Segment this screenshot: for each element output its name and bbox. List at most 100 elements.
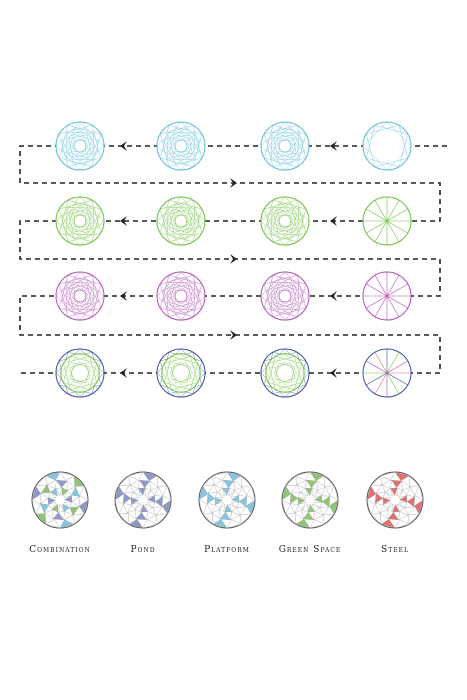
pattern-line bbox=[290, 290, 292, 302]
legend-wedge bbox=[142, 471, 158, 482]
pattern-line bbox=[170, 362, 187, 368]
legend-wedge bbox=[131, 502, 140, 510]
radial-line bbox=[374, 220, 388, 242]
legend-wedge bbox=[66, 480, 76, 491]
legend-wedge bbox=[146, 495, 156, 503]
pattern-line bbox=[173, 213, 184, 219]
legend-wedge bbox=[281, 485, 292, 501]
pattern-line bbox=[167, 295, 181, 310]
pattern-line bbox=[283, 137, 293, 145]
legend-wedge bbox=[223, 479, 235, 489]
pattern-line bbox=[271, 132, 286, 146]
legend-wedge bbox=[382, 491, 392, 499]
pattern-line bbox=[187, 209, 193, 229]
pattern-line bbox=[284, 271, 310, 297]
legend-wedge bbox=[152, 506, 163, 516]
grid-circle-r1-c1 bbox=[55, 121, 105, 171]
pattern-line bbox=[187, 289, 193, 308]
arrow-left-icon bbox=[120, 141, 127, 151]
pattern-line bbox=[271, 295, 285, 310]
legend-wedge bbox=[290, 484, 301, 494]
pattern-line bbox=[160, 124, 194, 135]
radial-line bbox=[374, 295, 388, 317]
pattern-line bbox=[59, 199, 93, 210]
pattern-line bbox=[366, 157, 400, 168]
pattern-line bbox=[159, 208, 170, 242]
legend-wedge bbox=[61, 487, 69, 497]
pattern-line bbox=[67, 274, 101, 285]
pattern-line bbox=[175, 139, 187, 141]
legend-wedge bbox=[62, 503, 70, 512]
pattern-line bbox=[160, 199, 194, 210]
legend-wedge bbox=[386, 503, 394, 513]
legend-wedge bbox=[114, 499, 124, 515]
pattern-line bbox=[91, 200, 102, 234]
pattern-line bbox=[296, 275, 307, 309]
legend-wedge bbox=[138, 487, 146, 497]
pattern-line bbox=[192, 283, 203, 317]
pattern-line bbox=[58, 208, 69, 242]
legend-wedge bbox=[240, 475, 252, 487]
pattern-line bbox=[78, 212, 88, 220]
legend-wedge bbox=[129, 479, 140, 489]
radial-line bbox=[386, 220, 408, 234]
pattern-line bbox=[362, 121, 388, 147]
pattern-line bbox=[181, 132, 195, 147]
pattern-line bbox=[169, 373, 182, 385]
pattern-line bbox=[277, 138, 288, 144]
pattern-line bbox=[273, 209, 293, 215]
pattern-line bbox=[72, 218, 78, 229]
pattern-line bbox=[58, 125, 69, 159]
legend-wedge bbox=[198, 485, 209, 501]
legend-wedge bbox=[383, 502, 392, 510]
pattern-line bbox=[276, 213, 284, 223]
pattern-line bbox=[282, 148, 293, 154]
radial-line bbox=[366, 360, 388, 374]
pattern-line bbox=[275, 356, 302, 364]
flow-line bbox=[19, 145, 447, 374]
legend-wedge bbox=[289, 492, 299, 504]
pattern-line bbox=[272, 232, 306, 243]
pattern-line bbox=[398, 125, 409, 159]
legend-wedge bbox=[31, 485, 42, 501]
pattern-line bbox=[260, 196, 286, 222]
legend-wedge bbox=[397, 503, 405, 512]
pattern-line bbox=[55, 145, 81, 171]
pattern-line bbox=[284, 372, 305, 393]
pattern-line bbox=[284, 146, 299, 160]
pattern-line bbox=[264, 274, 298, 285]
radial-line bbox=[374, 200, 388, 222]
pattern-line bbox=[160, 232, 194, 243]
arrow-left-icon bbox=[330, 291, 337, 301]
pattern-line bbox=[278, 134, 297, 140]
pattern-line bbox=[179, 212, 189, 220]
pattern-line bbox=[284, 145, 310, 171]
legend-wedge bbox=[404, 506, 415, 516]
legend-wedge bbox=[374, 492, 384, 504]
legend-wedge bbox=[218, 503, 226, 513]
legend-wedge bbox=[212, 518, 228, 529]
legend-wedge bbox=[73, 513, 85, 525]
pattern-line bbox=[263, 125, 274, 159]
pattern-line bbox=[169, 284, 175, 303]
legend-wedge bbox=[313, 495, 323, 503]
pattern-line bbox=[167, 282, 182, 296]
pattern-line bbox=[277, 302, 297, 308]
legend-wedge bbox=[298, 502, 307, 510]
legend-wedge bbox=[51, 503, 59, 513]
pattern-line bbox=[79, 353, 100, 374]
legend-wedge bbox=[297, 491, 307, 499]
pattern-line bbox=[72, 288, 83, 294]
circle-outline bbox=[362, 121, 412, 171]
legend-wedge bbox=[114, 485, 125, 501]
pattern-line bbox=[187, 214, 193, 233]
pattern-line bbox=[156, 196, 182, 222]
pattern-line bbox=[283, 287, 293, 295]
radial-line bbox=[366, 283, 388, 297]
pattern-line bbox=[263, 283, 274, 317]
radial-line bbox=[386, 372, 400, 394]
pattern-line bbox=[156, 271, 182, 297]
pattern-line bbox=[174, 140, 176, 152]
pattern-line bbox=[156, 145, 182, 171]
pattern-line bbox=[296, 208, 307, 242]
